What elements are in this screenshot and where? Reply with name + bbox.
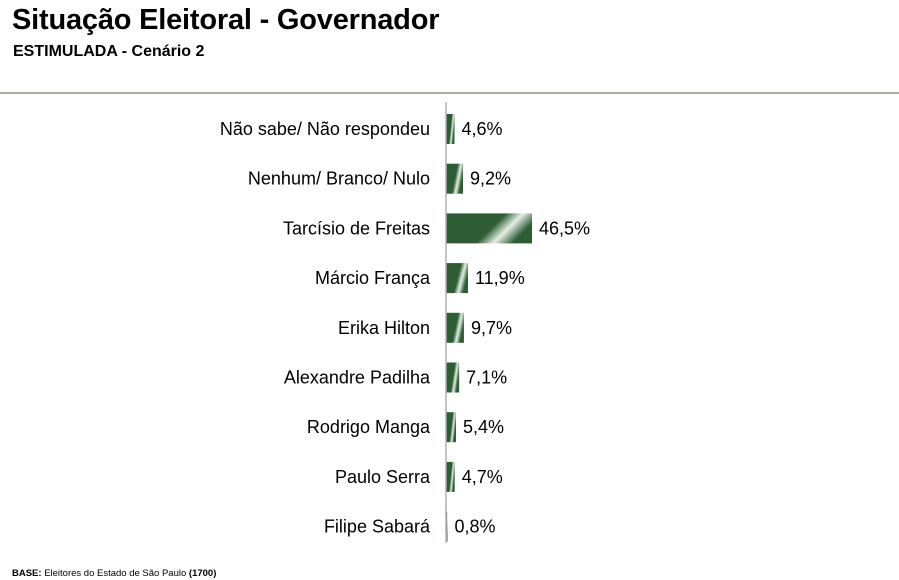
value-label: 46,5% — [539, 218, 590, 238]
bar — [446, 163, 464, 194]
category-label: Tarcísio de Freitas — [283, 218, 430, 238]
value-label: 5,4% — [463, 417, 504, 437]
value-label: 9,2% — [470, 169, 511, 189]
category-label: Não sabe/ Não respondeu — [220, 119, 430, 139]
bar — [446, 213, 532, 244]
bar — [446, 461, 455, 492]
value-label: 0,8% — [455, 517, 496, 537]
category-label: Erika Hilton — [338, 318, 430, 338]
base-sample: (1700) — [188, 568, 217, 579]
value-label: 4,6% — [462, 119, 503, 139]
base-note: BASE: Eleitores do Estado de São Paulo (… — [12, 568, 216, 579]
bar — [446, 412, 456, 443]
value-label: 11,9% — [475, 268, 525, 288]
bar — [446, 263, 469, 294]
category-label: Filipe Sabará — [324, 517, 431, 537]
bar — [446, 312, 464, 343]
value-label: 4,7% — [462, 467, 503, 487]
chart-subtitle: ESTIMULADA - Cenário 2 — [13, 43, 205, 60]
category-label: Alexandre Padilha — [284, 368, 431, 388]
value-label: 7,1% — [466, 368, 507, 388]
category-label: Nenhum/ Branco/ Nulo — [248, 169, 430, 189]
header-divider — [0, 92, 899, 94]
bar — [446, 362, 460, 393]
category-label: Paulo Serra — [335, 467, 431, 487]
category-label: Márcio França — [315, 268, 431, 288]
base-label: BASE: — [12, 568, 42, 579]
bar-chart: Não sabe/ Não respondeu 4,6% Nenhum/ Branc… — [220, 102, 590, 543]
value-label: 9,7% — [471, 318, 512, 338]
bar — [446, 114, 455, 144]
base-text: Eleitores do Estado de São Paulo — [41, 568, 189, 579]
bars-layer: Não sabe/ Não respondeu 4,6% Nenhum/ Branc… — [220, 114, 590, 542]
chart-title: Situação Eleitoral - Governador — [12, 4, 440, 36]
category-label: Rodrigo Manga — [307, 417, 431, 437]
